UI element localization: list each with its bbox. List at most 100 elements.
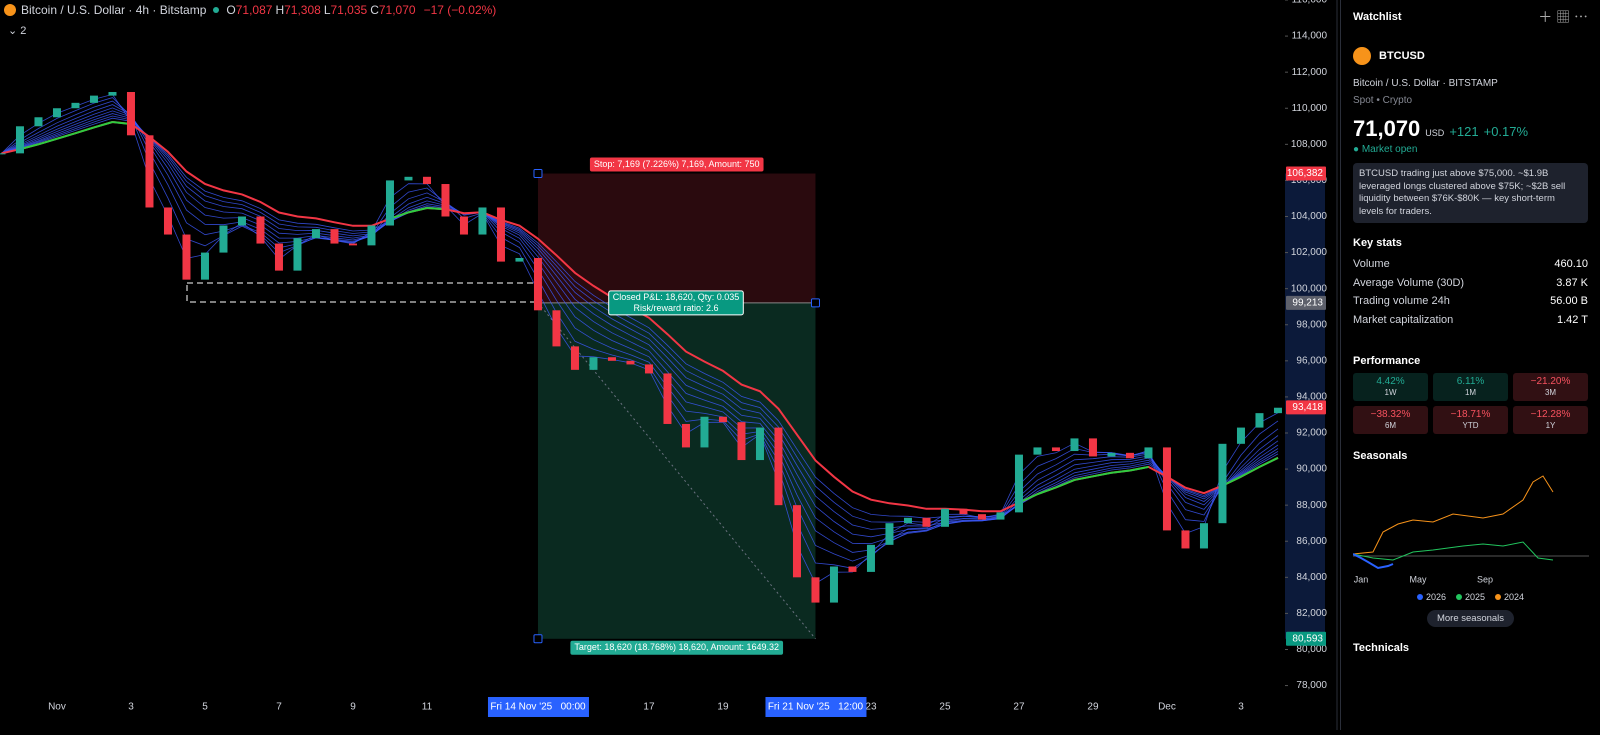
btc-icon xyxy=(1353,47,1371,65)
y-tick-label: 114,000 xyxy=(1292,31,1328,42)
price-label-box xyxy=(1286,631,1326,646)
name: Bitcoin / U.S. Dollar xyxy=(1353,78,1440,89)
status: Market open xyxy=(1361,144,1418,155)
performance-period: 1M xyxy=(1464,388,1477,397)
candle xyxy=(1107,452,1116,457)
change-pct: +0.17% xyxy=(1483,124,1529,139)
symbol: Bitcoin / U.S. Dollar · 4h · Bitstamp xyxy=(21,3,207,17)
ema-cross xyxy=(93,121,113,129)
price-label: 93,418 xyxy=(1292,402,1323,413)
candle xyxy=(885,523,894,545)
candle xyxy=(1273,407,1282,414)
candle xyxy=(700,416,709,448)
candle xyxy=(792,505,801,578)
x-highlight-label: Fri 21 Nov '25 12:00 xyxy=(768,702,864,713)
candle xyxy=(811,577,820,603)
x-tick-label: 25 xyxy=(939,702,951,713)
performance-period: 1W xyxy=(1384,388,1397,397)
month: Jan xyxy=(1354,574,1369,584)
target-label: Target: 18,620 (18.768%) 18,620, Amount:… xyxy=(574,642,779,652)
candle xyxy=(774,427,783,506)
candle xyxy=(1162,447,1171,531)
technicals[interactable]: Technicals xyxy=(1353,642,1410,654)
candle xyxy=(996,512,1005,520)
candle xyxy=(533,257,542,311)
x-tick-label: 9 xyxy=(350,702,356,713)
x-tick-label: 3 xyxy=(128,702,134,713)
candle xyxy=(940,508,949,527)
x-tick-label: 19 xyxy=(717,702,729,713)
y-tick-label: 96,000 xyxy=(1296,355,1327,366)
x-tick-label: Dec xyxy=(1158,702,1176,713)
ema-cross xyxy=(1259,456,1279,468)
candle xyxy=(1088,438,1097,457)
exchange: BITSTAMP xyxy=(1448,78,1498,89)
toolbar[interactable]: ＋ ▦ ⋯ xyxy=(1538,9,1588,25)
ohlc-key: L xyxy=(323,3,331,17)
price: 71,070 xyxy=(1353,116,1421,141)
y-tick-label: 108,000 xyxy=(1291,139,1328,150)
key-stats-title: Key stats xyxy=(1353,237,1402,249)
symbol: BTCUSD xyxy=(1379,50,1425,62)
stat-label: Trading volume 24h xyxy=(1353,295,1450,308)
x-highlight-label: Fri 14 Nov '25 00:00 xyxy=(490,702,586,713)
candle xyxy=(274,243,283,271)
candle xyxy=(626,360,635,365)
performance-cell: −21.20% 3M xyxy=(1513,373,1588,401)
change: +121 xyxy=(1449,124,1479,139)
y-tick-label: 92,000 xyxy=(1296,428,1327,439)
ohlc-key: C xyxy=(370,3,379,17)
legend-label: 2026 xyxy=(1425,592,1446,602)
y-tick-label: 82,000 xyxy=(1296,608,1327,619)
performance-period: 3M xyxy=(1544,388,1557,397)
seasonals-chart: Jan May Sep xyxy=(1352,475,1589,584)
price-label: 99,213 xyxy=(1292,297,1323,308)
watchlist[interactable]: Watchlist xyxy=(1353,11,1402,23)
performance-period: 1Y xyxy=(1545,421,1556,430)
handle xyxy=(533,634,543,644)
performance-period: 6M xyxy=(1384,421,1397,430)
candle xyxy=(348,243,357,246)
ohlc-key: H xyxy=(275,3,285,17)
ohlc-key: O xyxy=(226,3,236,17)
candle xyxy=(681,423,690,448)
candle xyxy=(589,357,598,370)
y-tick-label: 102,000 xyxy=(1291,247,1328,258)
ohlc-value: 71,087 xyxy=(235,3,273,17)
performance-value: 6.11% xyxy=(1456,376,1485,387)
stat-row: Average Volume (30D) 3.87 K xyxy=(1353,274,1588,293)
ribbon-line xyxy=(1,93,1279,585)
stop-label-box xyxy=(589,157,764,172)
x-tick-label: Nov xyxy=(48,702,66,713)
performance-value: −21.20% xyxy=(1530,376,1571,387)
candle xyxy=(829,566,838,603)
candle xyxy=(311,229,320,239)
legend-item: 2026 xyxy=(1416,592,1446,602)
candle xyxy=(496,207,505,262)
candle xyxy=(145,135,154,208)
candle xyxy=(237,216,246,226)
news[interactable]: BTCUSD trading just above $75,000. ~$1.9… xyxy=(1353,163,1588,223)
candle xyxy=(1218,443,1227,524)
legend-dot xyxy=(1495,594,1502,600)
candle xyxy=(1033,447,1042,455)
y-tick-label: 78,000 xyxy=(1296,680,1327,691)
x-tick-label: 11 xyxy=(422,702,433,713)
candle xyxy=(515,257,524,262)
y-tick-label: 116,000 xyxy=(1292,0,1328,6)
y-tick-label: 86,000 xyxy=(1296,536,1327,547)
price-label-box xyxy=(1286,166,1326,181)
ohlc-value: 71,035 xyxy=(330,3,368,17)
btc-icon xyxy=(4,4,16,16)
month: May xyxy=(1409,574,1427,584)
y-tick-label: 80,000 xyxy=(1296,644,1327,655)
ema-cross xyxy=(1129,465,1149,472)
indicators-toggle[interactable]: ⌄ 2 xyxy=(8,25,27,37)
ema-cross xyxy=(75,126,95,135)
season-line xyxy=(1352,541,1554,561)
candle xyxy=(977,514,986,520)
candle xyxy=(182,234,191,280)
more-seasonals[interactable]: More seasonals xyxy=(1426,610,1515,627)
candle xyxy=(755,427,764,461)
price-label-box xyxy=(1286,400,1326,415)
